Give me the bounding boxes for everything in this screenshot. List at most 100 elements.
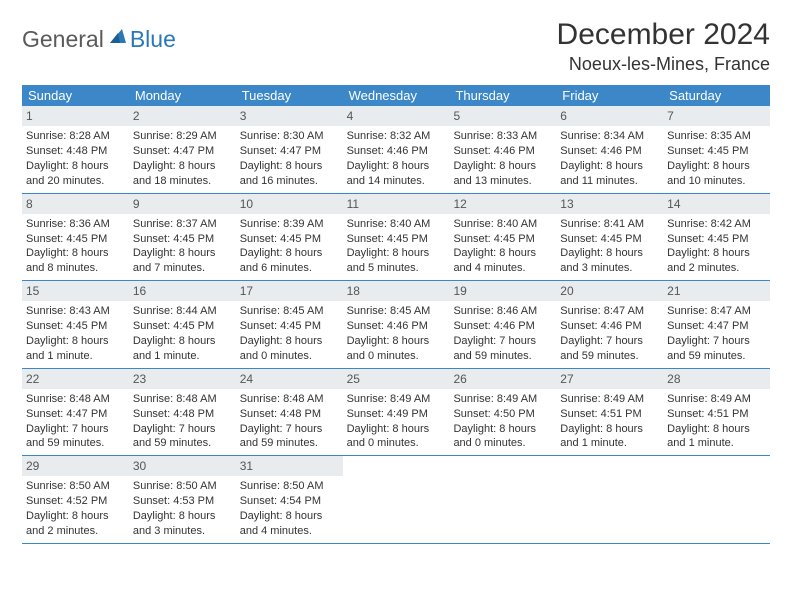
day-info-line: Daylight: 8 hours [560, 159, 659, 174]
day-info-line: and 4 minutes. [453, 261, 552, 276]
day-info-line: and 0 minutes. [453, 436, 552, 451]
day-info-line: Sunrise: 8:44 AM [133, 304, 232, 319]
weeks-container: 1Sunrise: 8:28 AMSunset: 4:48 PMDaylight… [22, 106, 770, 544]
day-number: 24 [236, 369, 343, 389]
day-cell [663, 456, 770, 543]
day-cell: 30Sunrise: 8:50 AMSunset: 4:53 PMDayligh… [129, 456, 236, 543]
day-info-line: Sunrise: 8:37 AM [133, 217, 232, 232]
day-info-line: Sunset: 4:45 PM [347, 232, 446, 247]
day-info-line: and 14 minutes. [347, 174, 446, 189]
day-number: 1 [22, 106, 129, 126]
logo-text-blue: Blue [130, 26, 176, 53]
day-info-line: and 0 minutes. [347, 349, 446, 364]
day-number: 12 [449, 194, 556, 214]
day-cell: 14Sunrise: 8:42 AMSunset: 4:45 PMDayligh… [663, 194, 770, 281]
day-info-line: and 59 minutes. [133, 436, 232, 451]
day-number: 3 [236, 106, 343, 126]
logo-text-general: General [22, 26, 104, 53]
day-number: 6 [556, 106, 663, 126]
day-info-line: Daylight: 7 hours [240, 422, 339, 437]
day-info-line: and 1 minute. [133, 349, 232, 364]
day-info-line: and 3 minutes. [133, 524, 232, 539]
day-number: 17 [236, 281, 343, 301]
day-info-line: Sunrise: 8:46 AM [453, 304, 552, 319]
day-info-line: Daylight: 8 hours [453, 246, 552, 261]
day-info-line: and 7 minutes. [133, 261, 232, 276]
day-info-line: Sunrise: 8:49 AM [453, 392, 552, 407]
weekday-header: Wednesday [343, 85, 450, 106]
day-cell: 18Sunrise: 8:45 AMSunset: 4:46 PMDayligh… [343, 281, 450, 368]
day-info-line: Sunset: 4:46 PM [347, 144, 446, 159]
day-info-line: Daylight: 8 hours [26, 509, 125, 524]
day-info-line: Sunrise: 8:28 AM [26, 129, 125, 144]
day-info-line: Daylight: 7 hours [133, 422, 232, 437]
day-number: 23 [129, 369, 236, 389]
title-block: December 2024 Noeux-les-Mines, France [557, 18, 770, 75]
day-number: 8 [22, 194, 129, 214]
day-number: 16 [129, 281, 236, 301]
day-info-line: and 0 minutes. [347, 436, 446, 451]
day-info-line: Sunset: 4:49 PM [347, 407, 446, 422]
weekday-header: Sunday [22, 85, 129, 106]
day-number: 20 [556, 281, 663, 301]
day-number: 18 [343, 281, 450, 301]
day-info-line: Sunrise: 8:40 AM [347, 217, 446, 232]
day-info-line: Sunset: 4:47 PM [133, 144, 232, 159]
day-info-line: and 16 minutes. [240, 174, 339, 189]
day-info-line: Sunrise: 8:50 AM [133, 479, 232, 494]
day-info-line: Daylight: 7 hours [560, 334, 659, 349]
day-info-line: Sunrise: 8:40 AM [453, 217, 552, 232]
day-info-line: Sunrise: 8:48 AM [240, 392, 339, 407]
day-cell: 27Sunrise: 8:49 AMSunset: 4:51 PMDayligh… [556, 369, 663, 456]
logo-sail-icon [108, 27, 128, 45]
day-info-line: Daylight: 8 hours [347, 159, 446, 174]
day-info-line: Sunset: 4:45 PM [133, 232, 232, 247]
day-info-line: and 1 minute. [26, 349, 125, 364]
day-info-line: Sunset: 4:45 PM [667, 232, 766, 247]
day-info-line: Daylight: 8 hours [453, 422, 552, 437]
day-info-line: Sunset: 4:48 PM [240, 407, 339, 422]
day-info-line: Sunset: 4:45 PM [240, 319, 339, 334]
day-info-line: Sunset: 4:50 PM [453, 407, 552, 422]
day-info-line: Daylight: 8 hours [453, 159, 552, 174]
day-info-line: Sunset: 4:45 PM [26, 232, 125, 247]
day-number: 21 [663, 281, 770, 301]
day-cell: 2Sunrise: 8:29 AMSunset: 4:47 PMDaylight… [129, 106, 236, 193]
day-info-line: Sunset: 4:48 PM [133, 407, 232, 422]
day-cell: 25Sunrise: 8:49 AMSunset: 4:49 PMDayligh… [343, 369, 450, 456]
day-cell: 19Sunrise: 8:46 AMSunset: 4:46 PMDayligh… [449, 281, 556, 368]
page-header: General Blue December 2024 Noeux-les-Min… [22, 18, 770, 75]
day-info-line: Sunrise: 8:50 AM [26, 479, 125, 494]
day-number: 28 [663, 369, 770, 389]
day-cell: 21Sunrise: 8:47 AMSunset: 4:47 PMDayligh… [663, 281, 770, 368]
day-info-line: Sunrise: 8:32 AM [347, 129, 446, 144]
day-info-line: Sunrise: 8:50 AM [240, 479, 339, 494]
brand-logo: General Blue [22, 18, 176, 53]
day-cell: 24 Sunrise: 8:48 AMSunset: 4:48 PMDayligh… [236, 369, 343, 456]
day-cell: 11Sunrise: 8:40 AMSunset: 4:45 PMDayligh… [343, 194, 450, 281]
day-cell [556, 456, 663, 543]
day-info-line: Daylight: 8 hours [667, 422, 766, 437]
day-info-line: Sunrise: 8:45 AM [240, 304, 339, 319]
day-cell: 8Sunrise: 8:36 AMSunset: 4:45 PMDaylight… [22, 194, 129, 281]
day-number: 13 [556, 194, 663, 214]
day-info-line: and 4 minutes. [240, 524, 339, 539]
weekday-header: Friday [556, 85, 663, 106]
day-info-line: Sunset: 4:47 PM [26, 407, 125, 422]
day-info-line: Sunrise: 8:41 AM [560, 217, 659, 232]
day-info-line: Daylight: 8 hours [560, 246, 659, 261]
day-info-line: Sunset: 4:53 PM [133, 494, 232, 509]
day-info-line: Sunset: 4:45 PM [133, 319, 232, 334]
day-cell: 22Sunrise: 8:48 AMSunset: 4:47 PMDayligh… [22, 369, 129, 456]
day-number: 9 [129, 194, 236, 214]
day-cell: 1Sunrise: 8:28 AMSunset: 4:48 PMDaylight… [22, 106, 129, 193]
day-info-line: and 2 minutes. [26, 524, 125, 539]
day-info-line: Daylight: 8 hours [240, 334, 339, 349]
day-info-line: and 5 minutes. [347, 261, 446, 276]
day-number: 22 [22, 369, 129, 389]
day-info-line: and 8 minutes. [26, 261, 125, 276]
day-info-line: Sunrise: 8:49 AM [667, 392, 766, 407]
day-cell: 13Sunrise: 8:41 AMSunset: 4:45 PMDayligh… [556, 194, 663, 281]
day-info-line: Daylight: 7 hours [453, 334, 552, 349]
weekday-header: Tuesday [236, 85, 343, 106]
